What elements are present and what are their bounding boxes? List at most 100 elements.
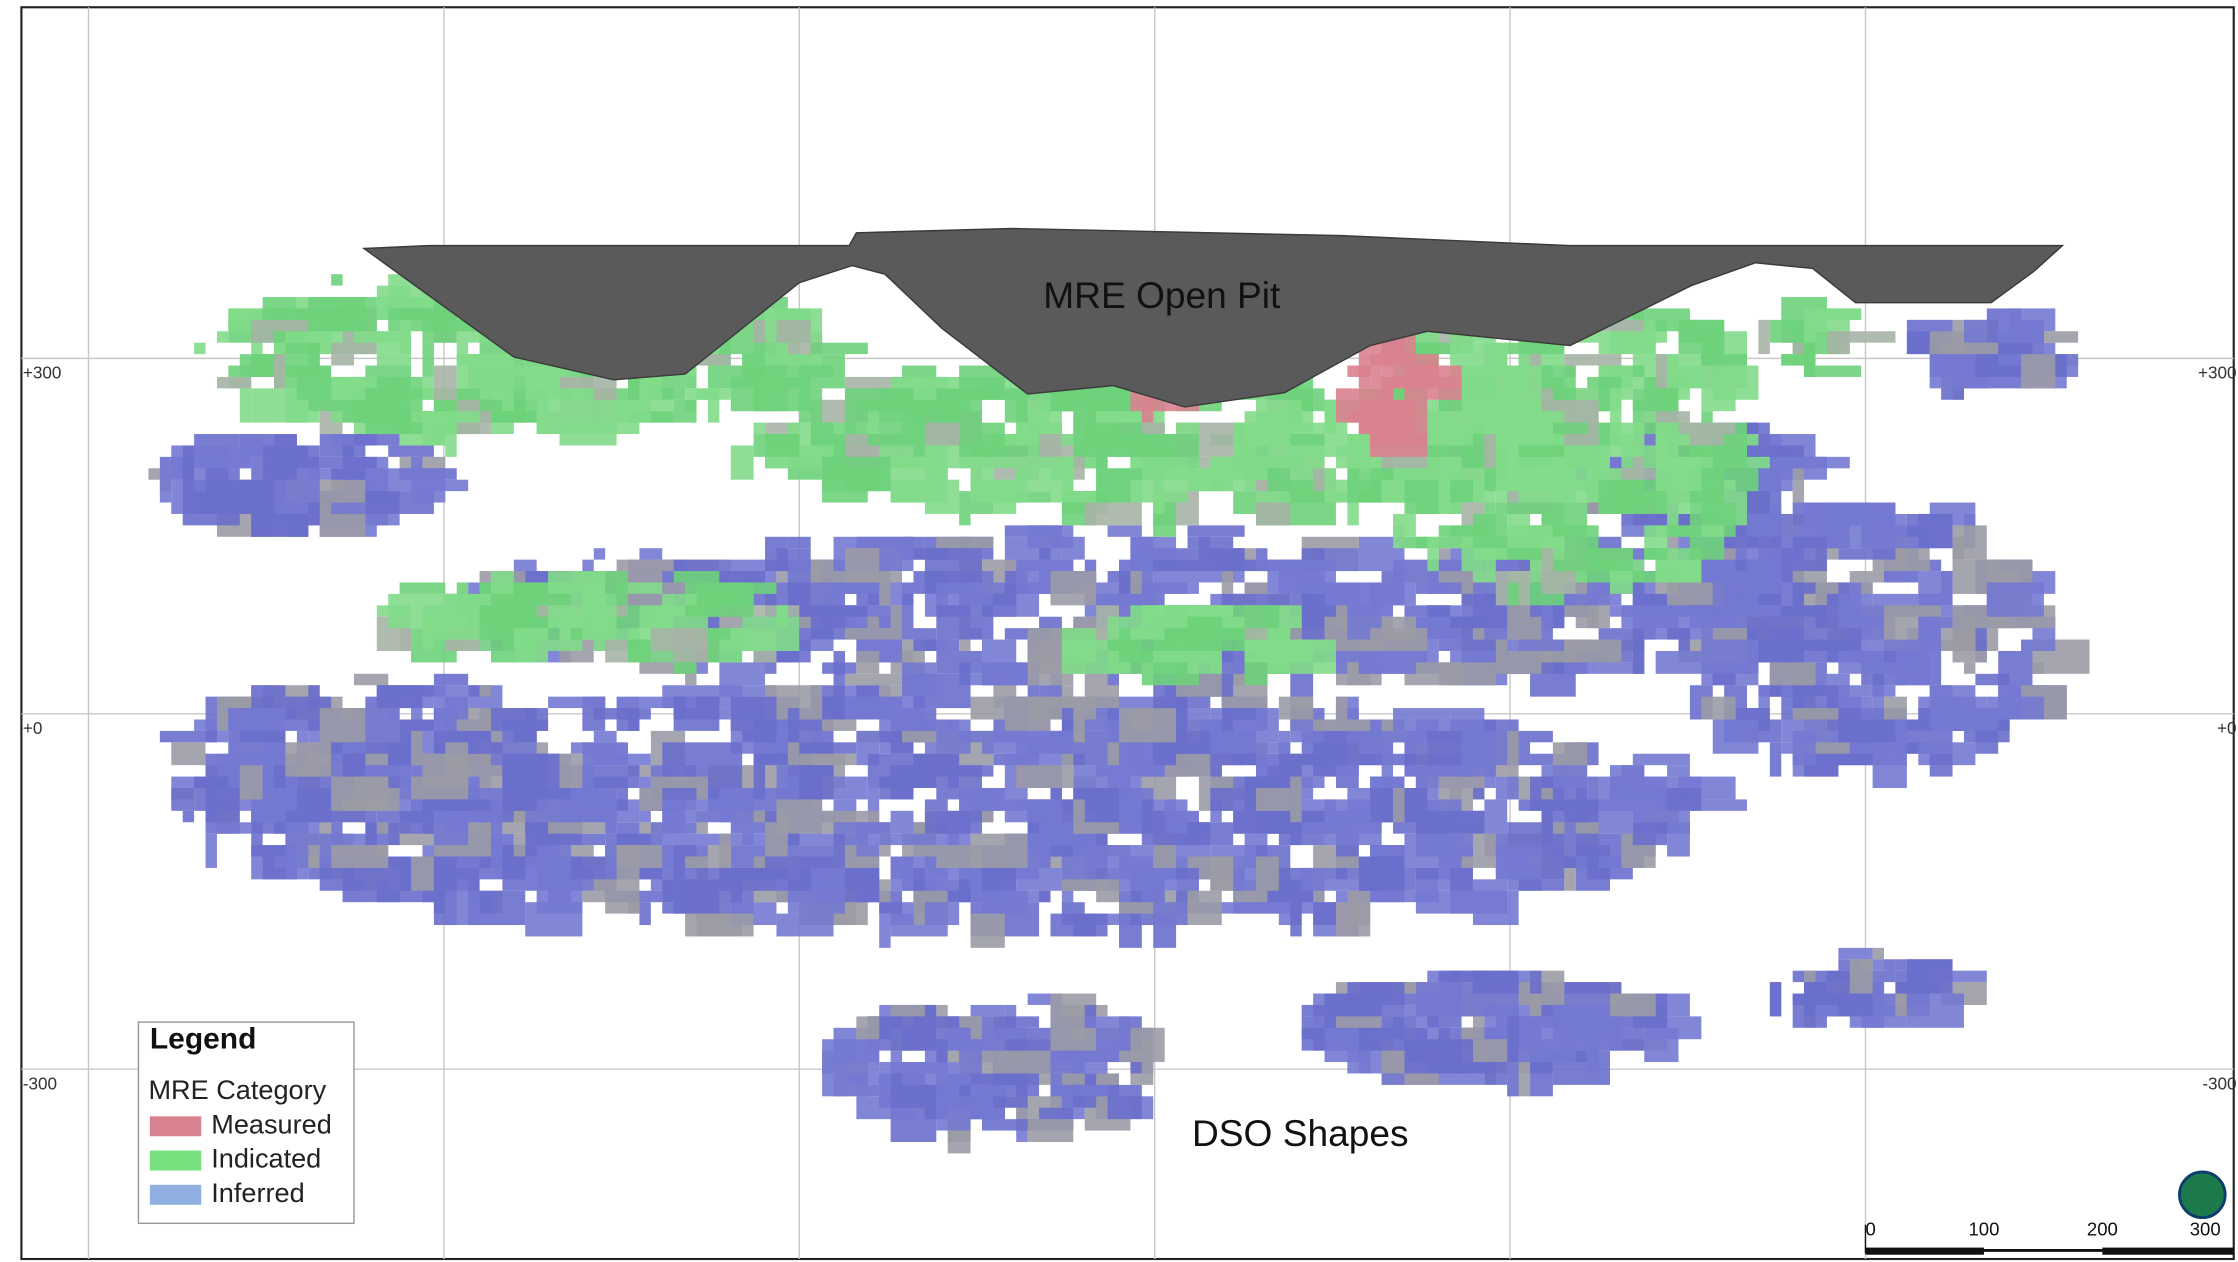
- block: [1929, 354, 1964, 389]
- block: [1370, 354, 1382, 389]
- block: [1644, 411, 1656, 423]
- block: [833, 1027, 857, 1063]
- block: [296, 788, 320, 800]
- block: [1358, 650, 1405, 674]
- block: [2009, 708, 2022, 720]
- block: [1153, 650, 1188, 663]
- block: [673, 696, 686, 720]
- block: [890, 376, 925, 389]
- block: [548, 856, 571, 868]
- block: [502, 776, 537, 811]
- block: [1016, 867, 1062, 891]
- block: [239, 434, 263, 457]
- block: [1358, 753, 1394, 766]
- block: [376, 822, 389, 834]
- block: [1073, 753, 1085, 766]
- block: [1781, 536, 1827, 572]
- block: [1609, 1016, 1622, 1051]
- block: [319, 708, 366, 743]
- block: [1747, 559, 1782, 594]
- block: [776, 628, 834, 640]
- block: [1906, 513, 1953, 549]
- block: [1495, 650, 1542, 674]
- block: [1792, 456, 1850, 469]
- block: [765, 308, 811, 320]
- block: [1644, 548, 1668, 560]
- block: [1187, 536, 1211, 549]
- block: [1587, 856, 1645, 868]
- block: [1347, 365, 1371, 377]
- block: [856, 593, 880, 606]
- block: [331, 502, 366, 514]
- block: [1472, 1039, 1508, 1063]
- block: [1484, 799, 1508, 834]
- scale-label: 100: [1968, 1218, 1999, 1239]
- block: [445, 742, 503, 754]
- block: [365, 491, 400, 503]
- block: [285, 845, 309, 880]
- block: [1267, 753, 1325, 766]
- block: [1393, 525, 1405, 549]
- block: [616, 582, 663, 594]
- block: [879, 434, 891, 469]
- block: [833, 833, 868, 846]
- block: [1667, 582, 1725, 606]
- block: [1050, 571, 1097, 606]
- legend-swatch: [149, 1184, 202, 1205]
- block: [262, 788, 297, 811]
- block: [1164, 628, 1211, 640]
- block: [411, 856, 434, 891]
- block: [433, 673, 469, 686]
- block: [1027, 1119, 1074, 1142]
- block: [1016, 890, 1051, 903]
- block: [1198, 902, 1257, 914]
- block: [890, 810, 914, 834]
- block: [1472, 810, 1485, 834]
- block: [959, 1050, 982, 1074]
- block: [216, 376, 252, 389]
- block: [1210, 708, 1222, 731]
- block: [879, 616, 891, 629]
- block: [1769, 445, 1805, 457]
- block: [913, 628, 937, 651]
- block: [605, 639, 629, 663]
- block: [1290, 776, 1302, 789]
- block: [1518, 879, 1565, 891]
- block: [810, 742, 857, 754]
- block: [1370, 845, 1405, 857]
- block: [1884, 696, 1907, 720]
- block: [1073, 799, 1085, 834]
- block: [1815, 993, 1873, 1005]
- block: [1552, 1004, 1610, 1040]
- block: [399, 753, 412, 789]
- block: [765, 308, 777, 343]
- block: [1632, 628, 1690, 640]
- block: [673, 628, 708, 663]
- block: [1587, 319, 1645, 332]
- block: [1655, 525, 1679, 537]
- block: [1393, 788, 1405, 823]
- block: [1667, 365, 1713, 389]
- block: [1838, 685, 1885, 697]
- block: [1564, 354, 1622, 366]
- block: [1632, 639, 1645, 674]
- block: [844, 673, 903, 686]
- block: [1198, 719, 1211, 731]
- block: [639, 548, 663, 560]
- block: [1324, 399, 1336, 435]
- block: [970, 1073, 1028, 1085]
- block: [1393, 753, 1439, 766]
- block: [399, 582, 446, 594]
- block: [159, 468, 172, 503]
- block: [1130, 388, 1142, 412]
- block: [1632, 753, 1690, 766]
- block: [1324, 491, 1359, 503]
- block: [1838, 605, 1885, 629]
- block: [1153, 559, 1211, 572]
- block: [1929, 753, 1953, 777]
- block: [1130, 571, 1142, 594]
- block: [171, 742, 206, 766]
- block: [1461, 742, 1496, 777]
- block: [1450, 867, 1473, 891]
- block: [650, 879, 674, 891]
